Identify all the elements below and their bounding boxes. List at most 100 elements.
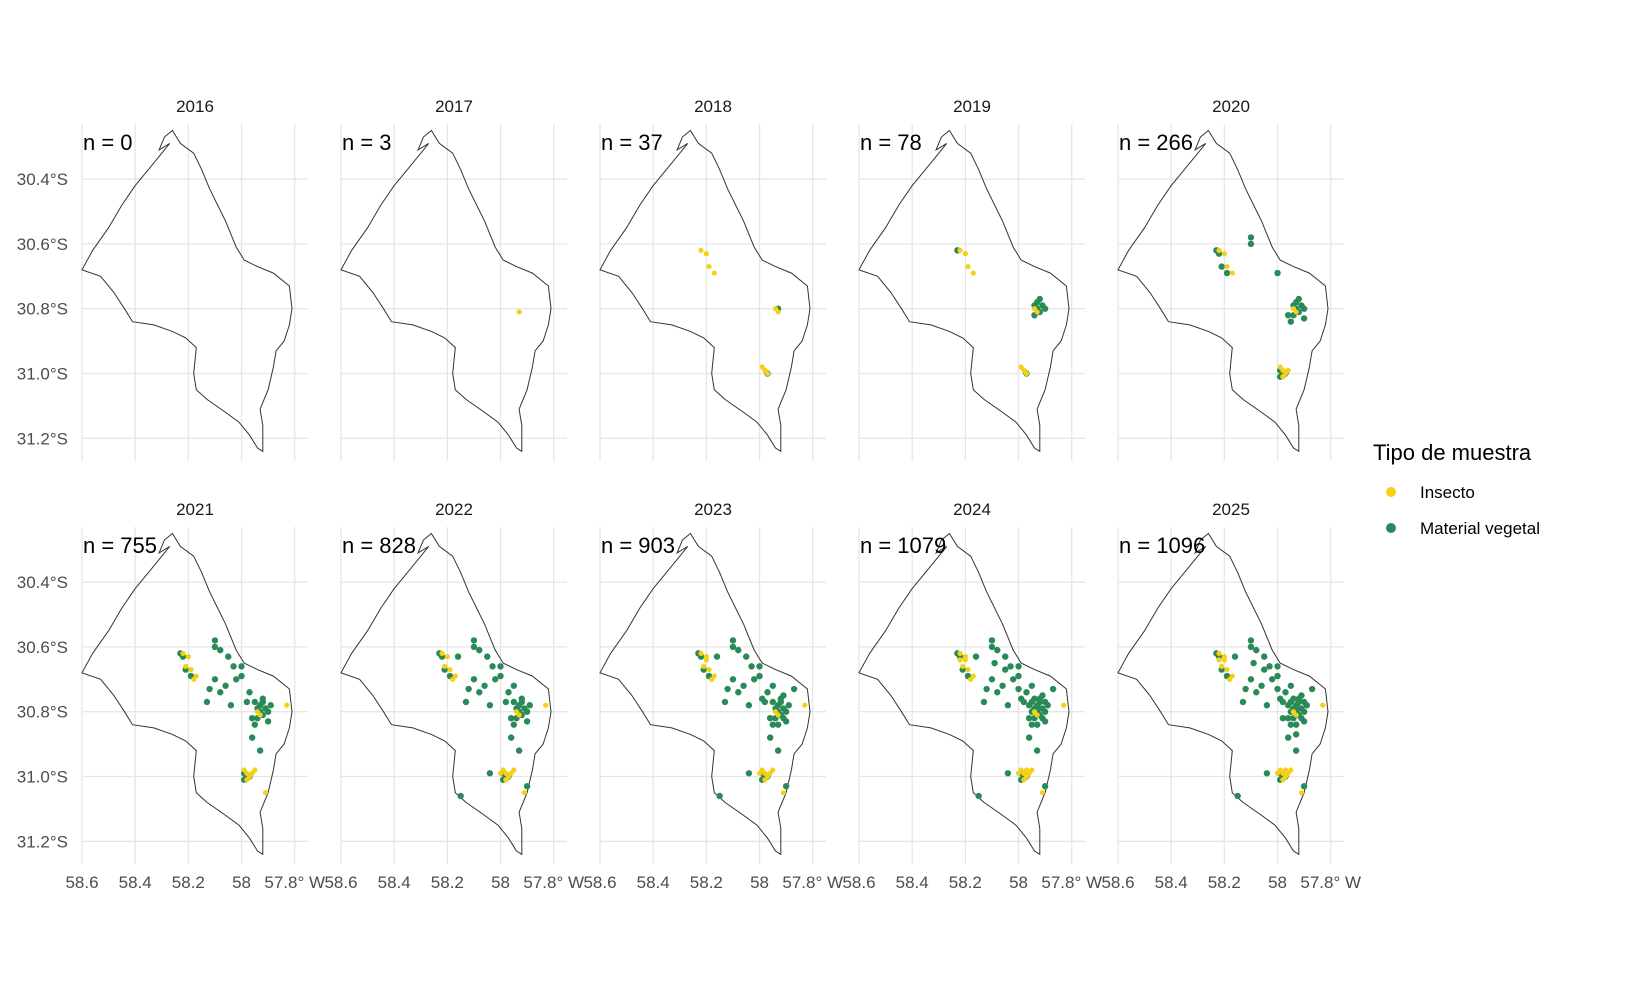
plant-sample-point	[1242, 685, 1249, 693]
plant-sample-point	[764, 689, 771, 696]
plant-sample-point	[1247, 643, 1255, 651]
plant-sample-point	[988, 637, 996, 644]
insect-sample-point	[1288, 767, 1294, 773]
plant-sample-point	[994, 646, 1001, 654]
insect-sample-point	[1280, 777, 1286, 783]
insect-sample-point	[180, 650, 186, 656]
insect-sample-point	[1224, 666, 1230, 673]
plant-sample-point	[264, 718, 272, 725]
plant-sample-point	[774, 721, 782, 728]
insect-sample-point	[772, 709, 779, 715]
plant-sample-point	[454, 653, 462, 660]
plant-sample-point	[465, 685, 472, 693]
plant-sample-point	[983, 685, 990, 693]
x-axis: 58.6 58.4 58.2 58 57.8° W 58.6 58.4 58.2 58 57.8°…	[65, 873, 1361, 892]
plant-sample-point	[230, 663, 237, 670]
plant-sample-point	[1292, 731, 1300, 738]
plant-sample-point	[1284, 714, 1292, 722]
legend-title: Tipo de muestra	[1373, 440, 1532, 465]
insect-sample-point	[511, 767, 517, 773]
insect-sample-point	[1221, 251, 1227, 257]
insect-sample-point	[770, 767, 776, 773]
facet-title: 2023	[694, 500, 732, 519]
x-tick-label: 58.6	[324, 873, 357, 892]
plant-sample-point	[1287, 721, 1295, 728]
insect-sample-point	[1061, 702, 1067, 708]
plant-sample-point	[217, 689, 224, 696]
plant-sample-point	[1023, 689, 1030, 696]
insect-sample-point	[957, 247, 963, 253]
insect-sample-point	[450, 676, 456, 682]
facet-title: 2020	[1212, 97, 1250, 116]
plant-sample-point	[782, 708, 790, 715]
x-tick-label: 58.2	[1208, 873, 1241, 892]
plant-sample-point	[1041, 783, 1049, 790]
plant-sample-point	[721, 698, 729, 706]
facet-title: 2018	[694, 97, 732, 116]
x-tick-label: 57.8° W	[1041, 873, 1102, 892]
plant-sample-point	[716, 792, 723, 800]
plant-sample-point	[1295, 705, 1303, 712]
insect-sample-point	[1023, 767, 1030, 773]
facet-2019: 2019 n = 78	[858, 97, 1085, 461]
plant-sample-point	[780, 692, 787, 699]
plant-sample-point	[1010, 676, 1017, 683]
insect-sample-point	[1015, 770, 1022, 776]
plant-sample-point	[1002, 653, 1009, 660]
region-boundary	[1117, 129, 1329, 453]
insect-sample-point	[706, 263, 712, 270]
insect-sample-point	[1021, 777, 1027, 783]
plant-sample-point	[246, 689, 253, 696]
plant-sample-point	[1247, 676, 1255, 683]
x-tick-label: 58.2	[690, 873, 723, 892]
plant-sample-point	[769, 721, 777, 728]
plant-sample-point	[994, 689, 1001, 696]
insect-sample-point	[802, 702, 808, 708]
facet-title: 2025	[1212, 500, 1250, 519]
plant-sample-point	[729, 637, 737, 644]
x-tick-label: 58.6	[1101, 873, 1134, 892]
plant-sample-point	[1015, 672, 1022, 680]
plant-sample-point	[507, 714, 515, 722]
plant-sample-point	[1261, 653, 1268, 660]
plant-sample-point	[988, 643, 996, 651]
y-tick-label: 30.8°S	[17, 300, 68, 319]
facet-2018: 2018 n = 37	[599, 97, 826, 461]
facet-2022: 2022 n = 828	[340, 500, 567, 864]
plant-sample-point	[505, 689, 512, 696]
plant-sample-point	[1284, 702, 1292, 709]
facet-2016: 2016 n = 0	[81, 97, 308, 461]
insect-sample-point	[764, 370, 771, 377]
plant-sample-point	[1300, 315, 1308, 322]
insect-sample-point	[262, 790, 269, 796]
plant-sample-point	[1274, 663, 1281, 670]
plant-sample-point	[470, 676, 478, 683]
y-tick-label: 30.6°S	[17, 638, 68, 657]
plant-sample-point	[743, 653, 750, 660]
x-tick-label: 58	[232, 873, 251, 892]
insect-sample-point	[284, 702, 290, 708]
insect-sample-point	[241, 767, 247, 773]
plant-sample-point	[1028, 682, 1036, 689]
plant-sample-point	[1300, 783, 1308, 790]
plant-sample-point	[267, 702, 274, 709]
plant-sample-point	[518, 695, 525, 702]
plant-sample-point	[1261, 666, 1268, 673]
plant-sample-point	[203, 698, 211, 706]
insect-sample-point	[1290, 306, 1297, 312]
plant-sample-point	[1049, 685, 1057, 693]
plant-sample-point	[510, 682, 518, 689]
plant-sample-point	[1263, 702, 1271, 709]
y-tick-label: 30.8°S	[17, 703, 68, 722]
plant-sample-point	[999, 682, 1006, 689]
insect-sample-point	[254, 709, 261, 715]
facet-2023: 2023 n = 903	[599, 500, 826, 864]
plant-sample-point	[222, 682, 229, 689]
sample-count-label: n = 903	[601, 533, 675, 558]
x-tick-label: 58.2	[172, 873, 205, 892]
x-tick-label: 57.8° W	[523, 873, 584, 892]
insect-sample-point	[1216, 650, 1222, 656]
plant-sample-point	[510, 721, 518, 728]
plant-sample-point	[206, 685, 213, 693]
